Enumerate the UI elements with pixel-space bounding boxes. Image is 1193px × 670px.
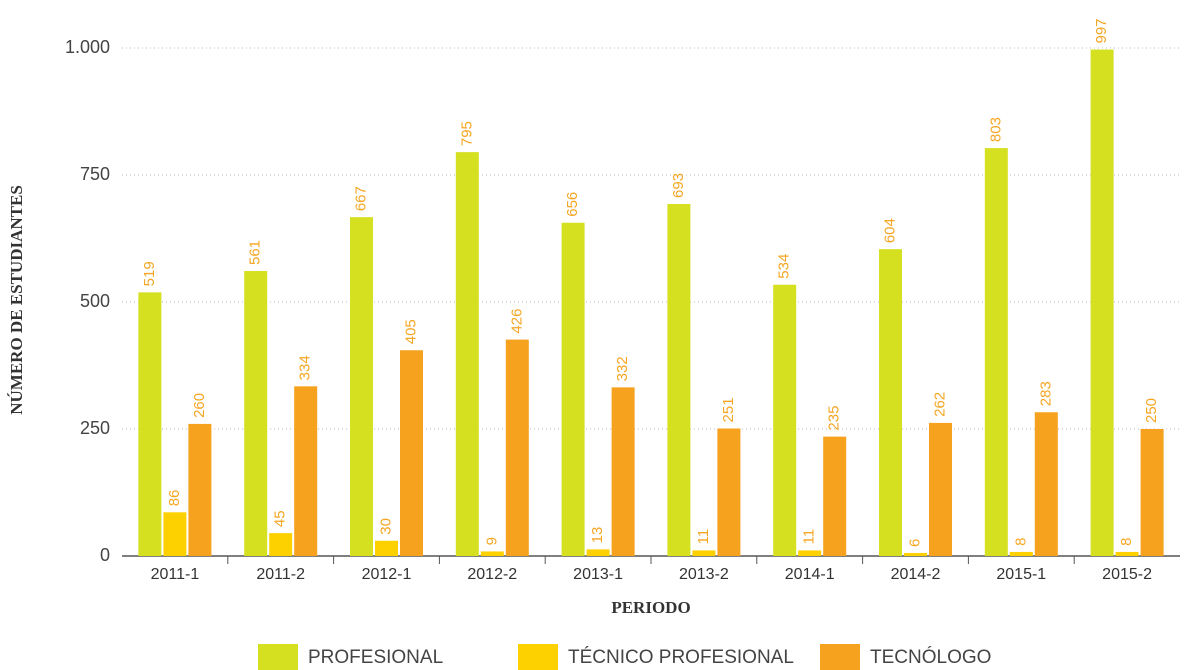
value-label: 8 — [1118, 538, 1135, 546]
bar — [773, 284, 797, 556]
bar — [1140, 429, 1164, 556]
bar — [1115, 551, 1139, 556]
value-label: 334 — [297, 355, 314, 380]
x-tick-label: 2011-1 — [151, 566, 200, 583]
bar — [1009, 551, 1033, 556]
bar — [455, 152, 479, 556]
bar — [1034, 412, 1058, 556]
value-label: 283 — [1037, 381, 1054, 406]
value-label: 997 — [1093, 18, 1110, 43]
value-label: 13 — [589, 527, 606, 544]
value-label: 795 — [458, 121, 475, 146]
value-label: 561 — [247, 240, 264, 265]
bar — [400, 350, 423, 556]
x-tick-label: 2014-1 — [785, 566, 835, 583]
value-label: 9 — [483, 537, 500, 545]
y-tick-label: 750 — [80, 164, 110, 184]
x-tick-label: 2014-2 — [891, 566, 941, 583]
value-label: 250 — [1143, 398, 1160, 423]
legend-swatch — [820, 644, 860, 670]
value-label: 86 — [166, 490, 183, 507]
value-label: 519 — [141, 261, 158, 286]
y-tick-label: 500 — [80, 291, 110, 311]
value-label: 803 — [987, 117, 1004, 142]
legend-swatch — [518, 644, 558, 670]
bar — [798, 550, 822, 556]
bar — [480, 551, 504, 556]
x-axis-title: PERIODO — [611, 598, 690, 617]
y-tick-label: 0 — [100, 545, 110, 565]
y-tick-label: 1.000 — [65, 37, 110, 57]
bar — [667, 203, 691, 556]
value-label: 405 — [402, 319, 419, 344]
value-label: 11 — [801, 529, 818, 545]
legend-label: TÉCNICO PROFESIONAL — [568, 647, 794, 668]
value-label: 332 — [614, 356, 631, 381]
value-label: 534 — [776, 254, 793, 279]
legend-swatch — [258, 644, 298, 670]
value-label: 260 — [191, 393, 208, 418]
value-label: 11 — [695, 529, 712, 545]
x-tick-label: 2012-1 — [362, 566, 412, 583]
bar — [561, 222, 585, 556]
bar — [138, 292, 162, 556]
value-label: 656 — [564, 192, 581, 217]
bar — [879, 249, 902, 556]
bar — [611, 387, 635, 556]
value-label: 45 — [272, 510, 289, 527]
y-tick-label: 250 — [80, 418, 110, 438]
bar — [505, 339, 529, 556]
bar — [294, 386, 318, 556]
legend-label: PROFESIONAL — [308, 647, 443, 668]
value-label: 251 — [720, 397, 737, 422]
value-label: 235 — [826, 406, 843, 431]
value-label: 262 — [931, 392, 948, 417]
bar — [269, 533, 293, 556]
value-label: 693 — [670, 173, 687, 198]
value-label: 30 — [377, 518, 394, 535]
legend-label: TECNÓLOGO — [870, 646, 991, 668]
bar — [1090, 49, 1114, 557]
bar — [929, 422, 952, 556]
bar — [692, 550, 716, 556]
value-label: 426 — [508, 309, 525, 334]
bar — [375, 540, 398, 556]
x-tick-label: 2015-2 — [1102, 566, 1152, 583]
value-label: 6 — [906, 539, 923, 547]
bar — [188, 423, 212, 556]
bar — [586, 549, 610, 556]
bar — [823, 436, 847, 556]
bar — [350, 217, 373, 556]
value-label: 8 — [1012, 538, 1029, 546]
x-tick-label: 2015-1 — [996, 566, 1046, 583]
bar — [717, 428, 741, 556]
bar — [163, 512, 187, 556]
y-axis-title: NÚMERO DE ESTUDIANTES — [7, 185, 26, 415]
bar — [984, 148, 1008, 557]
x-tick-label: 2013-1 — [573, 566, 623, 583]
x-tick-label: 2011-2 — [256, 566, 305, 583]
x-tick-label: 2013-2 — [679, 566, 729, 583]
bar — [244, 271, 268, 556]
bar — [904, 552, 927, 556]
value-label: 604 — [881, 218, 898, 243]
value-label: 667 — [352, 186, 369, 211]
x-tick-label: 2012-2 — [467, 566, 517, 583]
